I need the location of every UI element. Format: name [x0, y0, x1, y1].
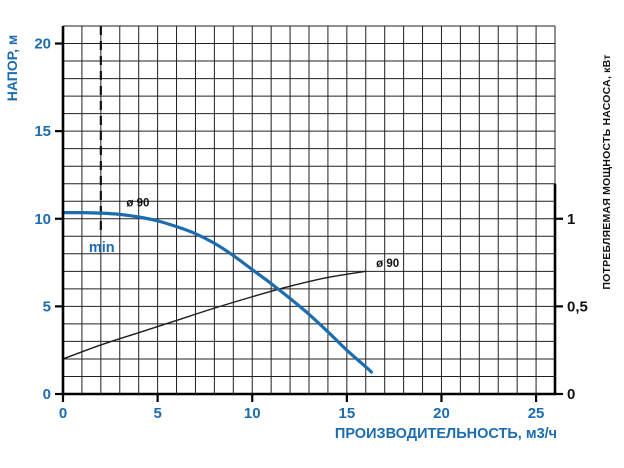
x-tick-label-15: 15: [339, 405, 356, 422]
x-tick-label-20: 20: [433, 405, 450, 422]
x-tick-label-25: 25: [528, 405, 545, 422]
y-right-tick-label-1: 0,5: [567, 298, 588, 315]
y-left-axis-title: НАПОР, м: [4, 35, 20, 102]
x-axis-title: ПРОИЗВОДИТЕЛЬНОСТЬ, м3/ч: [335, 426, 557, 442]
y-left-tick-label-10: 10: [34, 211, 51, 228]
y-left-tick-label-20: 20: [34, 36, 51, 53]
x-tick-label-0: 0: [59, 405, 67, 422]
head-curve-label: ø 90: [126, 197, 149, 209]
x-tick-label-5: 5: [153, 405, 161, 422]
head-curve: [61, 210, 374, 374]
power-curve: [62, 270, 367, 360]
tick-marks: [55, 42, 563, 402]
grid-lines: [62, 25, 556, 395]
min-label: min: [89, 240, 115, 256]
x-tick-label-10: 10: [244, 405, 261, 422]
y-left-tick-label-0: 0: [43, 386, 51, 403]
y-right-tick-label-0: 0: [567, 386, 575, 403]
y-left-tick-label-15: 15: [34, 123, 51, 140]
y-left-tick-label-5: 5: [43, 298, 51, 315]
y-right-axis-title: ПОТРЕБЛЯЕМАЯ МОЩНОСТЬ НАСОСА, кВт: [601, 54, 613, 289]
power-curve-label: ø 90: [376, 258, 399, 270]
y-right-tick-label-2: 1: [567, 211, 575, 228]
